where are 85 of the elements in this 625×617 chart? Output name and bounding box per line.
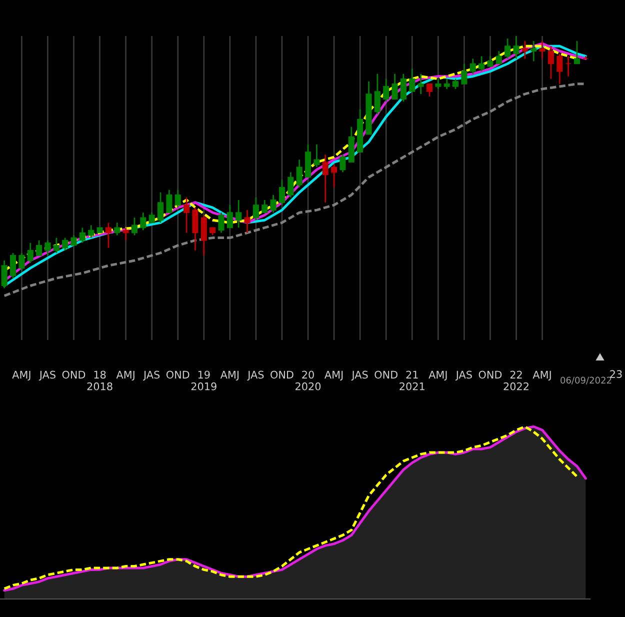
candlestick [27,242,34,264]
candlestick [400,73,406,102]
candlestick [513,36,520,60]
x-tick-label: AMJ [324,370,343,381]
candlestick [131,216,138,236]
candlestick [548,45,554,80]
candlestick [487,55,494,67]
candlestick [70,234,77,246]
text: 06/09/2022 [560,376,612,384]
candlestick [10,252,16,279]
candlestick [270,194,276,214]
candlestick [166,189,172,214]
x-tick-label: AMJ [220,370,238,381]
x-tick-label: OND [374,370,398,379]
candlestick [252,196,259,221]
candlestick [88,224,94,239]
candlestick [374,73,380,115]
candlestick [565,55,572,78]
candlestick [296,158,302,188]
candlestick [184,196,190,234]
candlestick [418,73,424,95]
candlestick [331,164,338,188]
candlestick [582,55,589,60]
candlestick [426,83,433,98]
x-tick-label: 19 2019 [191,370,216,390]
candlestick [574,40,580,64]
x-tick-label: AMJ [12,370,30,381]
candlestick [340,154,346,173]
candlestick [322,154,328,204]
candlestick [148,212,155,224]
candlestick [444,78,450,90]
candlestick [244,209,250,234]
candlestick [461,63,468,85]
candlestick [262,199,268,214]
x-tick-label: OND [166,370,190,379]
text: 23 [610,370,622,378]
candlestick [478,55,485,72]
x-tick-label: AMJ [428,370,447,381]
candlestick [62,237,68,252]
candlestick [236,199,242,228]
candlestick [452,78,459,90]
candlestick [556,52,563,85]
x-tick-label: JAS [351,370,368,381]
x-tick-label: AMJ [532,370,551,381]
candlestick [1,260,8,289]
x-tick-label: JAS [142,370,160,381]
candlestick [192,206,198,252]
candlestick [140,212,146,231]
candlestick [496,50,502,64]
candlestick [314,144,320,168]
x-tick-label: OND [270,370,294,379]
x-tick-label: JAS [38,370,56,381]
candlestick [174,189,181,208]
x-tick-label: JAS [247,370,264,381]
x-tick-label: 21 2021 [400,370,424,390]
candlestick [383,78,390,102]
candlestick [522,40,528,60]
x-tick-label: OND [62,370,86,379]
candlestick [226,204,233,228]
candlestick [53,237,60,254]
candlestick [114,222,120,236]
candlestick [218,212,224,234]
candlestick [122,227,129,242]
candlestick [539,40,546,60]
x-tick-label: JAS [455,370,472,381]
candlestick [44,240,51,256]
candlestick [157,192,164,224]
candlestick [278,179,286,206]
candlestick [79,227,86,244]
x-tick-label: 20 2020 [296,370,321,390]
candlestick [470,58,476,75]
candlestick [36,240,42,256]
candlestick [392,73,398,100]
x-tick-label: 22 2022 [504,370,528,390]
x-tick-label: OND [478,370,502,379]
candlestick [105,222,112,249]
candlestick [409,68,416,92]
candlestick [504,38,511,60]
candlestick [18,252,25,272]
x-tick-label: 18 2018 [87,370,112,390]
x-tick-label: AMJ [116,370,134,381]
candlestick [288,172,294,198]
candlestick [530,40,537,62]
candlestick [435,78,442,90]
candlestick [200,214,207,256]
